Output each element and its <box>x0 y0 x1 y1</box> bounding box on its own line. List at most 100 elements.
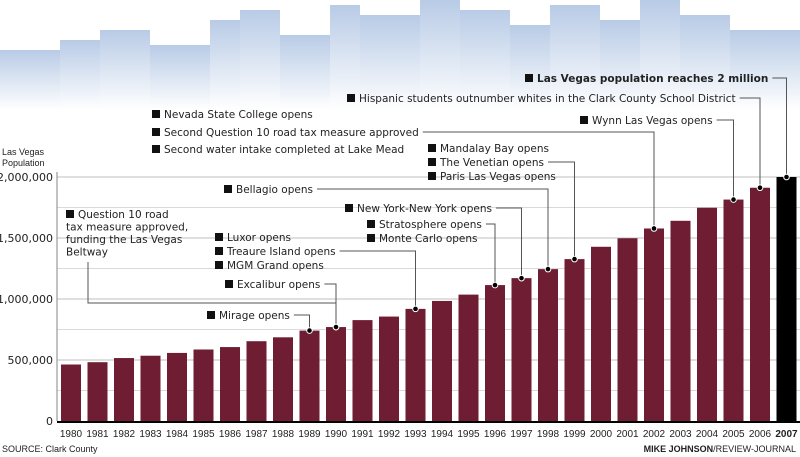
annotation-label: Second water intake completed at Lake Me… <box>164 144 404 156</box>
bullet-square-icon <box>152 128 160 136</box>
bar-1983 <box>140 355 161 421</box>
leader-dot <box>730 196 737 203</box>
annotation: Wynn Las Vegas opens <box>580 115 737 203</box>
skyline-building <box>550 5 600 110</box>
annotation-label: Monte Carlo opens <box>379 233 478 245</box>
annotation-label: Hispanic students outnumber whites in th… <box>359 93 736 105</box>
bar-2003 <box>670 220 691 421</box>
annotation-label: MGM Grand opens <box>227 260 324 272</box>
annotation-label: funding the Las Vegas <box>66 234 182 246</box>
annotation-label: tax measure approved, <box>66 222 188 234</box>
annotation-label: Mandalay Bay opens <box>440 143 549 155</box>
leader-dot <box>783 173 790 181</box>
annotation-label: Mirage opens <box>219 310 290 322</box>
leader-line <box>324 283 337 328</box>
annotation: Monte Carlo opens <box>367 233 478 245</box>
y-tick-label: 500,000 <box>8 354 54 367</box>
x-tick-label: 1996 <box>484 429 507 440</box>
y-tick-label: 1,000,000 <box>0 293 53 306</box>
skyline-graphic <box>0 0 800 110</box>
annotation: The Venetian opens <box>428 157 578 263</box>
y-tick-label: 2,000,000 <box>0 171 53 184</box>
annotation: Treaure Island opens <box>215 246 419 313</box>
skyline-building <box>730 30 800 110</box>
bar-2007 <box>776 177 797 421</box>
leader-line <box>316 188 549 270</box>
bar-1993 <box>405 308 426 421</box>
x-tick-label: 2005 <box>722 429 745 440</box>
x-tick-label: 1985 <box>192 429 215 440</box>
leader-line <box>495 207 522 279</box>
y-tick-label: 0 <box>46 415 53 428</box>
bullet-square-icon <box>152 110 160 118</box>
skyline-building <box>210 20 240 110</box>
source-label: SOURCE: Clark County <box>2 444 98 454</box>
x-tick-label: 1984 <box>166 429 189 440</box>
annotation-label: Beltway <box>66 247 108 259</box>
skyline-building <box>280 35 330 110</box>
x-tick-label: 1987 <box>245 429 268 440</box>
annotation-label: Treaure Island opens <box>226 246 336 258</box>
annotation: MGM Grand opens <box>215 260 324 272</box>
annotation-label: The Venetian opens <box>439 157 544 169</box>
skyline-building <box>680 15 730 110</box>
leader-line <box>739 97 761 188</box>
annotation-label: Nevada State College opens <box>164 109 313 121</box>
skyline-building <box>240 10 280 110</box>
leader-line <box>339 250 416 309</box>
bar-2004 <box>697 207 717 421</box>
leader-line <box>485 223 496 286</box>
annotation-label: Wynn Las Vegas opens <box>592 115 713 127</box>
bar-2000 <box>591 246 611 421</box>
x-tick-label: 1997 <box>510 429 533 440</box>
bar-2001 <box>617 238 638 421</box>
bar-1985 <box>193 349 214 421</box>
leader-dot <box>544 265 552 273</box>
bar-1982 <box>114 358 134 421</box>
x-tick-label: 2001 <box>616 429 639 440</box>
bar-1997 <box>511 278 532 421</box>
leader-line <box>547 161 575 260</box>
bar-1988 <box>273 337 293 421</box>
leader-line <box>293 314 310 331</box>
y-tick-label: 1,500,000 <box>0 232 53 245</box>
bullet-square-icon <box>224 185 232 193</box>
skyline-building <box>60 40 100 110</box>
x-tick-label: 2000 <box>590 429 613 440</box>
bar-1992 <box>379 316 399 421</box>
bullet-square-icon <box>215 233 223 241</box>
annotation: Las Vegas population reaches 2 million <box>525 73 790 181</box>
bar-1980 <box>61 364 81 421</box>
bar-1987 <box>246 341 267 421</box>
skyline-building <box>600 20 640 110</box>
bullet-square-icon <box>152 145 160 153</box>
bullet-square-icon <box>215 247 223 255</box>
x-tick-label: 1999 <box>563 429 586 440</box>
annotation-label: Excalibur opens <box>237 279 320 291</box>
bullet-square-icon <box>345 204 353 212</box>
leader-dot <box>571 255 578 263</box>
x-tick-label: 1995 <box>457 429 480 440</box>
bullet-square-icon <box>66 210 74 218</box>
annotation: Second Question 10 road tax measure appr… <box>152 127 658 232</box>
leader-line <box>716 119 734 200</box>
x-tick-label: 1983 <box>139 429 162 440</box>
x-tick-label: 1981 <box>86 429 109 440</box>
skyline-building <box>0 50 60 110</box>
credit-name: MIKE JOHNSON <box>644 444 714 454</box>
y-axis-title: Las Vegas <box>2 147 45 157</box>
x-tick-label: 2007 <box>775 429 798 440</box>
leader-dot <box>412 305 419 313</box>
x-tick-label: 1994 <box>431 429 454 440</box>
annotation-label: Luxor opens <box>227 232 291 244</box>
annotation: Mirage opens <box>207 310 313 334</box>
leader-dot <box>332 323 340 331</box>
annotation-label: Paris Las Vegas opens <box>440 171 556 183</box>
annotation-label: Stratosphere opens <box>379 219 482 231</box>
x-tick-label: 1991 <box>351 429 374 440</box>
annotation: Second water intake completed at Lake Me… <box>152 144 404 156</box>
annotation: Hispanic students outnumber whites in th… <box>347 93 764 192</box>
bullet-square-icon <box>225 280 233 288</box>
